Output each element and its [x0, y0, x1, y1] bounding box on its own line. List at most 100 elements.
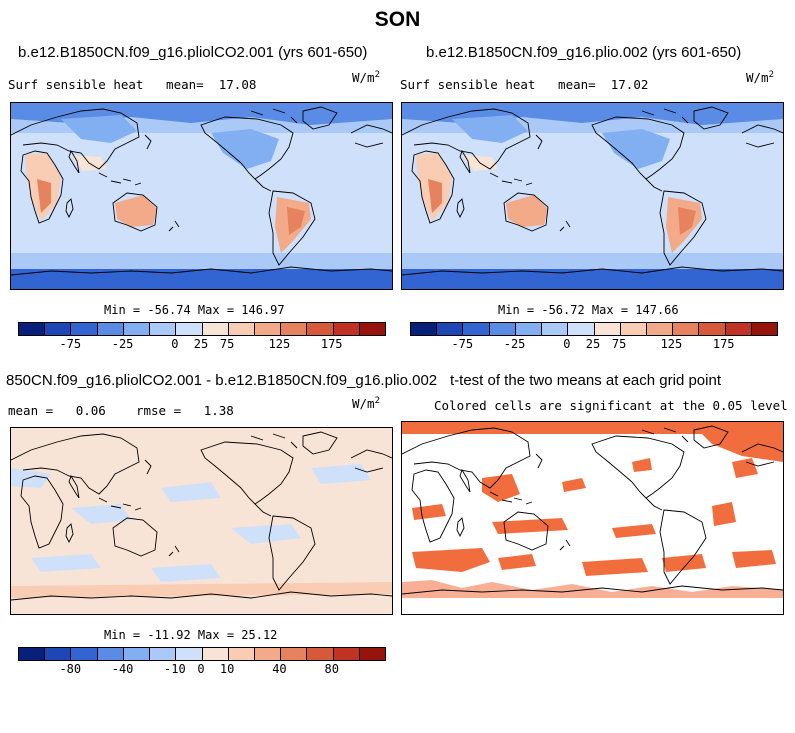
panel2-title: b.e12.B1850CN.f09_g16.plio.002 (yrs 601-…	[426, 44, 742, 61]
colorbar-2-ticks: -75 -25 0 25 75 125 175	[410, 337, 776, 353]
colorbar-swatch	[699, 323, 726, 335]
colorbar-swatch	[281, 648, 308, 660]
panel1-units-exp: 2	[374, 70, 380, 80]
colorbar-swatch	[71, 648, 98, 660]
colorbar-swatch	[45, 648, 72, 660]
colorbar-swatch	[411, 323, 438, 335]
colorbar-swatch	[646, 323, 674, 335]
colorbar-tick-label: 125	[660, 337, 683, 351]
panel2-subtitle: Surf sensible heat mean= 17.02	[400, 77, 648, 92]
panel1-map-svg	[11, 103, 392, 289]
colorbar-swatch	[150, 323, 177, 335]
colorbar-swatch	[673, 323, 700, 335]
colorbar-swatch	[45, 323, 72, 335]
panel1-mean-value: 17.08	[218, 77, 257, 92]
colorbar-swatch	[333, 323, 360, 335]
panel3-title: 850CN.f09_g16.pliolCO2.001 - b.e12.B1850…	[6, 372, 438, 389]
panel4-map-svg	[402, 422, 783, 614]
panel3-mean-label: mean =	[8, 403, 54, 418]
colorbar-swatch	[71, 323, 98, 335]
colorbar-swatch	[489, 323, 516, 335]
colorbar-swatch	[281, 323, 308, 335]
colorbar-tick-label: 175	[712, 337, 735, 351]
colorbar-1-ticks: -75 -25 0 25 75 125 175	[18, 337, 384, 353]
colorbar-tick-label: 175	[320, 337, 343, 351]
panel1-subtitle: Surf sensible heat mean= 17.08	[8, 77, 256, 92]
colorbar-tick-label: 40	[272, 662, 287, 676]
panel3-map-svg	[11, 428, 392, 614]
panel1-units: W/m2	[352, 70, 380, 85]
colorbar-tick-label: 10	[219, 662, 235, 676]
colorbar-swatch	[751, 323, 778, 335]
panel4-title: t-test of the two means at each grid poi…	[450, 372, 721, 389]
colorbar-swatch	[725, 323, 752, 335]
panel2-variable: Surf sensible heat	[400, 77, 536, 92]
colorbar-tick-label: -75	[59, 337, 82, 351]
panel2-map-svg	[402, 103, 783, 289]
colorbar-tick-label: 0	[171, 337, 179, 351]
panel2-map	[401, 102, 784, 290]
panel1-title: b.e12.B1850CN.f09_g16.pliolCO2.001 (yrs …	[18, 44, 368, 61]
colorbar-3	[18, 647, 386, 661]
colorbar-tick-label: 25	[585, 337, 601, 351]
panel4-map	[401, 421, 784, 615]
panel3-map	[10, 427, 393, 615]
colorbar-2	[410, 322, 778, 336]
panel3-rmse-value: 1.38	[203, 403, 234, 418]
colorbar-tick-label: 25	[193, 337, 209, 351]
colorbar-swatch	[359, 648, 386, 660]
colorbar-tick-label: 75	[219, 337, 235, 351]
colorbar-swatch	[254, 323, 282, 335]
panel3-subtitle: mean = 0.06 rmse = 1.38	[8, 403, 234, 418]
colorbar-swatch	[150, 648, 177, 660]
colorbar-swatch	[463, 323, 490, 335]
colorbar-tick-label: 75	[611, 337, 627, 351]
colorbar-swatch	[254, 648, 282, 660]
panel1-variable: Surf sensible heat	[8, 77, 144, 92]
colorbar-swatch	[202, 648, 229, 660]
colorbar-swatch	[620, 323, 647, 335]
colorbar-tick-label: 0	[197, 662, 205, 676]
panel1-mean-label: mean=	[166, 77, 204, 92]
colorbar-1	[18, 322, 386, 336]
panel2-mean-value: 17.02	[610, 77, 649, 92]
colorbar-swatch	[515, 323, 543, 335]
panel4-subtitle: Colored cells are significant at the 0.0…	[434, 398, 788, 413]
panel2-mean-label: mean=	[558, 77, 596, 92]
colorbar-swatch	[176, 648, 203, 660]
colorbar-swatch	[437, 323, 464, 335]
colorbar-tick-label: -80	[59, 662, 82, 676]
colorbar-swatch	[202, 323, 229, 335]
colorbar-swatch	[176, 323, 203, 335]
panel3-minmax: Min = -11.92 Max = 25.12	[104, 628, 278, 642]
panel2-units-base: W/m	[746, 70, 769, 86]
panel2-minmax: Min = -56.72 Max = 147.66	[498, 303, 679, 317]
panel3-units: W/m2	[352, 396, 380, 411]
colorbar-swatch	[594, 323, 621, 335]
colorbar-tick-label: -75	[451, 337, 474, 351]
colorbar-swatch	[228, 648, 255, 660]
colorbar-swatch	[97, 323, 124, 335]
colorbar-tick-label: -40	[111, 662, 134, 676]
panel1-minmax: Min = -56.74 Max = 146.97	[104, 303, 285, 317]
colorbar-3-ticks: -80 -40 -10 0 10 40 80	[18, 662, 384, 678]
panel3-mean-value: 0.06	[75, 403, 106, 418]
panel3-units-exp: 2	[374, 396, 380, 406]
colorbar-tick-label: 125	[268, 337, 291, 351]
colorbar-swatch	[123, 648, 151, 660]
colorbar-tick-label: -25	[503, 337, 526, 351]
colorbar-swatch	[97, 648, 124, 660]
colorbar-swatch	[307, 648, 334, 660]
colorbar-swatch	[123, 323, 151, 335]
colorbar-swatch	[568, 323, 595, 335]
panel2-units-exp: 2	[768, 70, 774, 80]
panel3-rmse-label: rmse =	[135, 403, 182, 418]
colorbar-swatch	[19, 323, 46, 335]
colorbar-tick-label: 0	[563, 337, 571, 351]
colorbar-swatch	[333, 648, 360, 660]
colorbar-tick-label: -10	[164, 662, 186, 676]
panel3-units-base: W/m	[352, 396, 375, 412]
colorbar-tick-label: 80	[324, 662, 339, 676]
page-title: SON	[374, 8, 421, 31]
colorbar-tick-label: -25	[111, 337, 134, 351]
